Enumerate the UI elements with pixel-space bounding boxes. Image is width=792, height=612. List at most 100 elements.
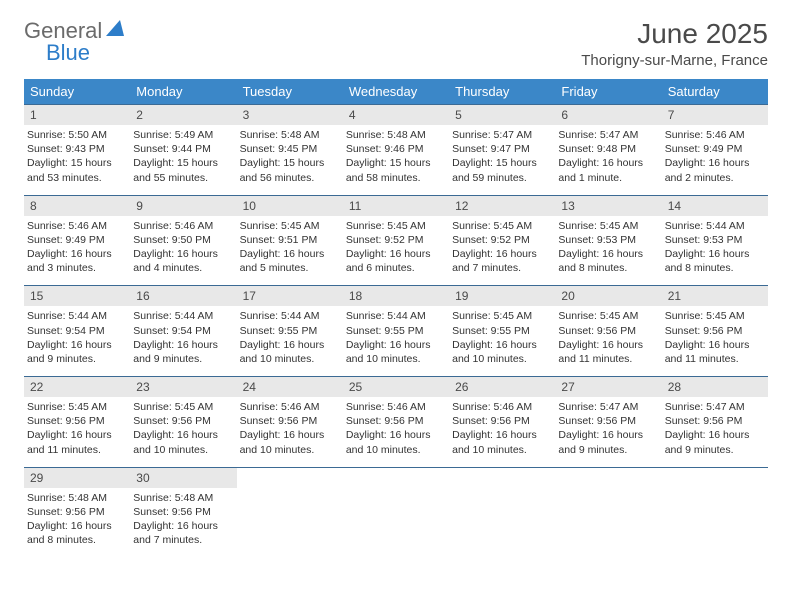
sunrise-line: Sunrise: 5:50 AM [27, 128, 127, 142]
day-cell: 11Sunrise: 5:45 AMSunset: 9:52 PMDayligh… [343, 196, 449, 286]
sunrise-line: Sunrise: 5:45 AM [558, 219, 658, 233]
sunrise-line: Sunrise: 5:45 AM [346, 219, 446, 233]
daylight-line: Daylight: 16 hours and 5 minutes. [240, 247, 340, 275]
sunset-line: Sunset: 9:56 PM [133, 505, 233, 519]
daylight-line: Daylight: 16 hours and 8 minutes. [665, 247, 765, 275]
day-number: 10 [237, 196, 343, 216]
day-number: 22 [24, 377, 130, 397]
week-row: 15Sunrise: 5:44 AMSunset: 9:54 PMDayligh… [24, 285, 768, 376]
day-number: 20 [555, 286, 661, 306]
daylight-line: Daylight: 16 hours and 10 minutes. [240, 338, 340, 366]
day-cell: 29Sunrise: 5:48 AMSunset: 9:56 PMDayligh… [24, 468, 130, 558]
sunset-line: Sunset: 9:49 PM [665, 142, 765, 156]
day-cell: 19Sunrise: 5:45 AMSunset: 9:55 PMDayligh… [449, 286, 555, 376]
day-cell: 6Sunrise: 5:47 AMSunset: 9:48 PMDaylight… [555, 105, 661, 195]
sunrise-line: Sunrise: 5:47 AM [452, 128, 552, 142]
day-number: 26 [449, 377, 555, 397]
sunset-line: Sunset: 9:45 PM [240, 142, 340, 156]
day-body: Sunrise: 5:49 AMSunset: 9:44 PMDaylight:… [130, 125, 236, 195]
daylight-line: Daylight: 16 hours and 3 minutes. [27, 247, 127, 275]
day-cell: 10Sunrise: 5:45 AMSunset: 9:51 PMDayligh… [237, 196, 343, 286]
daylight-line: Daylight: 16 hours and 7 minutes. [452, 247, 552, 275]
day-body: Sunrise: 5:45 AMSunset: 9:56 PMDaylight:… [130, 397, 236, 467]
day-cell: 13Sunrise: 5:45 AMSunset: 9:53 PMDayligh… [555, 196, 661, 286]
sunset-line: Sunset: 9:56 PM [27, 414, 127, 428]
sunset-line: Sunset: 9:46 PM [346, 142, 446, 156]
day-body: Sunrise: 5:48 AMSunset: 9:56 PMDaylight:… [130, 488, 236, 558]
day-cell: 9Sunrise: 5:46 AMSunset: 9:50 PMDaylight… [130, 196, 236, 286]
day-number: 18 [343, 286, 449, 306]
day-body: Sunrise: 5:44 AMSunset: 9:54 PMDaylight:… [130, 306, 236, 376]
day-body: Sunrise: 5:47 AMSunset: 9:48 PMDaylight:… [555, 125, 661, 195]
sunset-line: Sunset: 9:55 PM [346, 324, 446, 338]
sunrise-line: Sunrise: 5:48 AM [27, 491, 127, 505]
sunset-line: Sunset: 9:52 PM [452, 233, 552, 247]
day-number: 9 [130, 196, 236, 216]
day-body: Sunrise: 5:47 AMSunset: 9:47 PMDaylight:… [449, 125, 555, 195]
day-body: Sunrise: 5:47 AMSunset: 9:56 PMDaylight:… [662, 397, 768, 467]
sunrise-line: Sunrise: 5:48 AM [240, 128, 340, 142]
day-body: Sunrise: 5:46 AMSunset: 9:49 PMDaylight:… [24, 216, 130, 286]
sunrise-line: Sunrise: 5:46 AM [452, 400, 552, 414]
sunset-line: Sunset: 9:43 PM [27, 142, 127, 156]
day-cell: 1Sunrise: 5:50 AMSunset: 9:43 PMDaylight… [24, 105, 130, 195]
day-cell: 15Sunrise: 5:44 AMSunset: 9:54 PMDayligh… [24, 286, 130, 376]
day-number: 21 [662, 286, 768, 306]
sunrise-line: Sunrise: 5:49 AM [133, 128, 233, 142]
logo-text-blue: Blue [46, 40, 90, 65]
daylight-line: Daylight: 16 hours and 8 minutes. [27, 519, 127, 547]
sunset-line: Sunset: 9:56 PM [558, 324, 658, 338]
day-cell: 18Sunrise: 5:44 AMSunset: 9:55 PMDayligh… [343, 286, 449, 376]
day-cell: 27Sunrise: 5:47 AMSunset: 9:56 PMDayligh… [555, 377, 661, 467]
sunrise-line: Sunrise: 5:46 AM [133, 219, 233, 233]
sunrise-line: Sunrise: 5:45 AM [665, 309, 765, 323]
empty-day-cell [662, 468, 768, 558]
day-body: Sunrise: 5:46 AMSunset: 9:56 PMDaylight:… [449, 397, 555, 467]
empty-day-cell [237, 468, 343, 558]
day-body: Sunrise: 5:47 AMSunset: 9:56 PMDaylight:… [555, 397, 661, 467]
weekday-header-row: SundayMondayTuesdayWednesdayThursdayFrid… [24, 79, 768, 104]
sunset-line: Sunset: 9:56 PM [665, 414, 765, 428]
sunrise-line: Sunrise: 5:48 AM [346, 128, 446, 142]
sunrise-line: Sunrise: 5:46 AM [346, 400, 446, 414]
day-body: Sunrise: 5:44 AMSunset: 9:54 PMDaylight:… [24, 306, 130, 376]
day-body: Sunrise: 5:45 AMSunset: 9:56 PMDaylight:… [662, 306, 768, 376]
daylight-line: Daylight: 16 hours and 6 minutes. [346, 247, 446, 275]
day-body: Sunrise: 5:45 AMSunset: 9:52 PMDaylight:… [343, 216, 449, 286]
day-cell: 26Sunrise: 5:46 AMSunset: 9:56 PMDayligh… [449, 377, 555, 467]
day-number: 13 [555, 196, 661, 216]
weekday-header-cell: Saturday [662, 79, 768, 104]
week-row: 1Sunrise: 5:50 AMSunset: 9:43 PMDaylight… [24, 104, 768, 195]
sunset-line: Sunset: 9:44 PM [133, 142, 233, 156]
sunrise-line: Sunrise: 5:47 AM [665, 400, 765, 414]
sunrise-line: Sunrise: 5:44 AM [133, 309, 233, 323]
sunset-line: Sunset: 9:56 PM [346, 414, 446, 428]
day-number: 30 [130, 468, 236, 488]
sunset-line: Sunset: 9:53 PM [665, 233, 765, 247]
day-number: 6 [555, 105, 661, 125]
sunset-line: Sunset: 9:55 PM [452, 324, 552, 338]
sunrise-line: Sunrise: 5:47 AM [558, 128, 658, 142]
day-number: 25 [343, 377, 449, 397]
sunset-line: Sunset: 9:47 PM [452, 142, 552, 156]
page-header: General June 2025 Thorigny-sur-Marne, Fr… [24, 18, 768, 69]
sunrise-line: Sunrise: 5:46 AM [240, 400, 340, 414]
day-body: Sunrise: 5:45 AMSunset: 9:51 PMDaylight:… [237, 216, 343, 286]
empty-day-cell [449, 468, 555, 558]
day-body: Sunrise: 5:44 AMSunset: 9:55 PMDaylight:… [237, 306, 343, 376]
weekday-header-cell: Wednesday [343, 79, 449, 104]
day-number: 16 [130, 286, 236, 306]
day-body: Sunrise: 5:48 AMSunset: 9:45 PMDaylight:… [237, 125, 343, 195]
day-cell: 3Sunrise: 5:48 AMSunset: 9:45 PMDaylight… [237, 105, 343, 195]
day-cell: 25Sunrise: 5:46 AMSunset: 9:56 PMDayligh… [343, 377, 449, 467]
sunrise-line: Sunrise: 5:47 AM [558, 400, 658, 414]
day-body: Sunrise: 5:45 AMSunset: 9:56 PMDaylight:… [24, 397, 130, 467]
sunset-line: Sunset: 9:53 PM [558, 233, 658, 247]
daylight-line: Daylight: 16 hours and 10 minutes. [452, 428, 552, 456]
day-number: 1 [24, 105, 130, 125]
title-block: June 2025 Thorigny-sur-Marne, France [581, 18, 768, 69]
day-number: 5 [449, 105, 555, 125]
sunset-line: Sunset: 9:56 PM [240, 414, 340, 428]
sunrise-line: Sunrise: 5:45 AM [452, 309, 552, 323]
day-body: Sunrise: 5:45 AMSunset: 9:53 PMDaylight:… [555, 216, 661, 286]
